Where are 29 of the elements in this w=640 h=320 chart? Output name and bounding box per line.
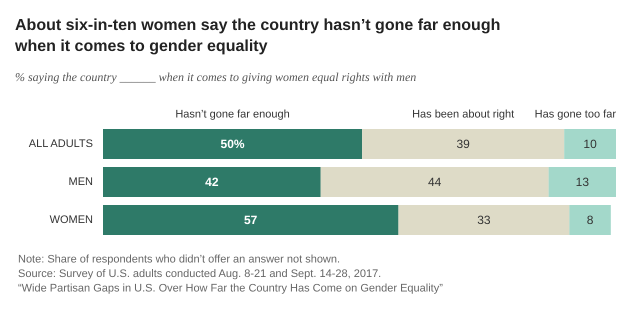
y-tick-label: WOMEN (50, 214, 94, 226)
series-label: Hasn’t gone far enough (175, 108, 290, 120)
bar (362, 129, 564, 159)
chart-subtitle: % saying the country ______ when it comes to giving women equal rights with men (15, 70, 416, 84)
data-label: 8 (586, 213, 594, 227)
text: Note: Share of respondents who didn’t offer an answer not shown. (18, 254, 340, 266)
chart-title: About six-in-ten women say the country hasn’t gone far enough when it comes to gender equality (14, 17, 505, 55)
bar (103, 167, 321, 197)
text: “Wide Partisan Gaps in U.S. Over How Far the Country Has Come on Gender Equality” (18, 282, 444, 294)
bar (569, 205, 611, 235)
data-label: 50% (220, 137, 245, 151)
data-label: 13 (576, 175, 590, 189)
y-tick-label: ALL ADULTS (28, 138, 93, 150)
series-label: Has been about right (412, 108, 514, 120)
bar (103, 205, 398, 235)
bar (564, 129, 616, 159)
data-label: 42 (205, 175, 219, 189)
bar (103, 129, 362, 159)
y-tick-label: MEN (68, 176, 94, 188)
data-label: 33 (477, 213, 491, 227)
data-label: 10 (583, 137, 598, 151)
data-label: 57 (244, 213, 258, 227)
bar (548, 167, 616, 197)
series-label: Has gone too far (534, 108, 616, 120)
bar (320, 167, 549, 197)
bar (398, 205, 570, 235)
data-label: 44 (428, 175, 442, 189)
source-note: Source: Survey of U.S. adults conducted Aug. 8-21 and Sept. 14-28, 2017. (18, 268, 382, 280)
data-label: 39 (456, 137, 470, 151)
